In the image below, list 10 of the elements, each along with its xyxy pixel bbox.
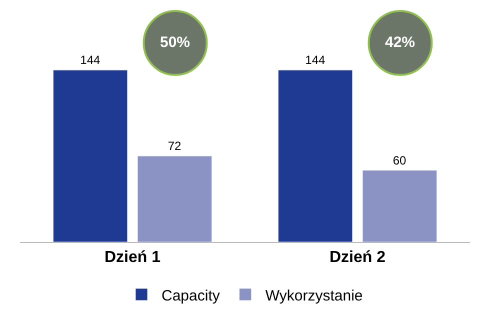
data-label: 144 [80,53,100,68]
x-tick-label: Dzień 1 [104,249,161,266]
text: 42% [385,34,416,51]
legend-label: Capacity [162,287,220,304]
data-label: 72 [168,139,182,154]
data-label: 144 [305,53,326,68]
legend-label: Wykorzystanie [265,287,363,304]
x-tick-label: Dzień 2 [329,249,386,266]
text: 50% [160,34,190,51]
data-label: 60 [392,153,407,168]
